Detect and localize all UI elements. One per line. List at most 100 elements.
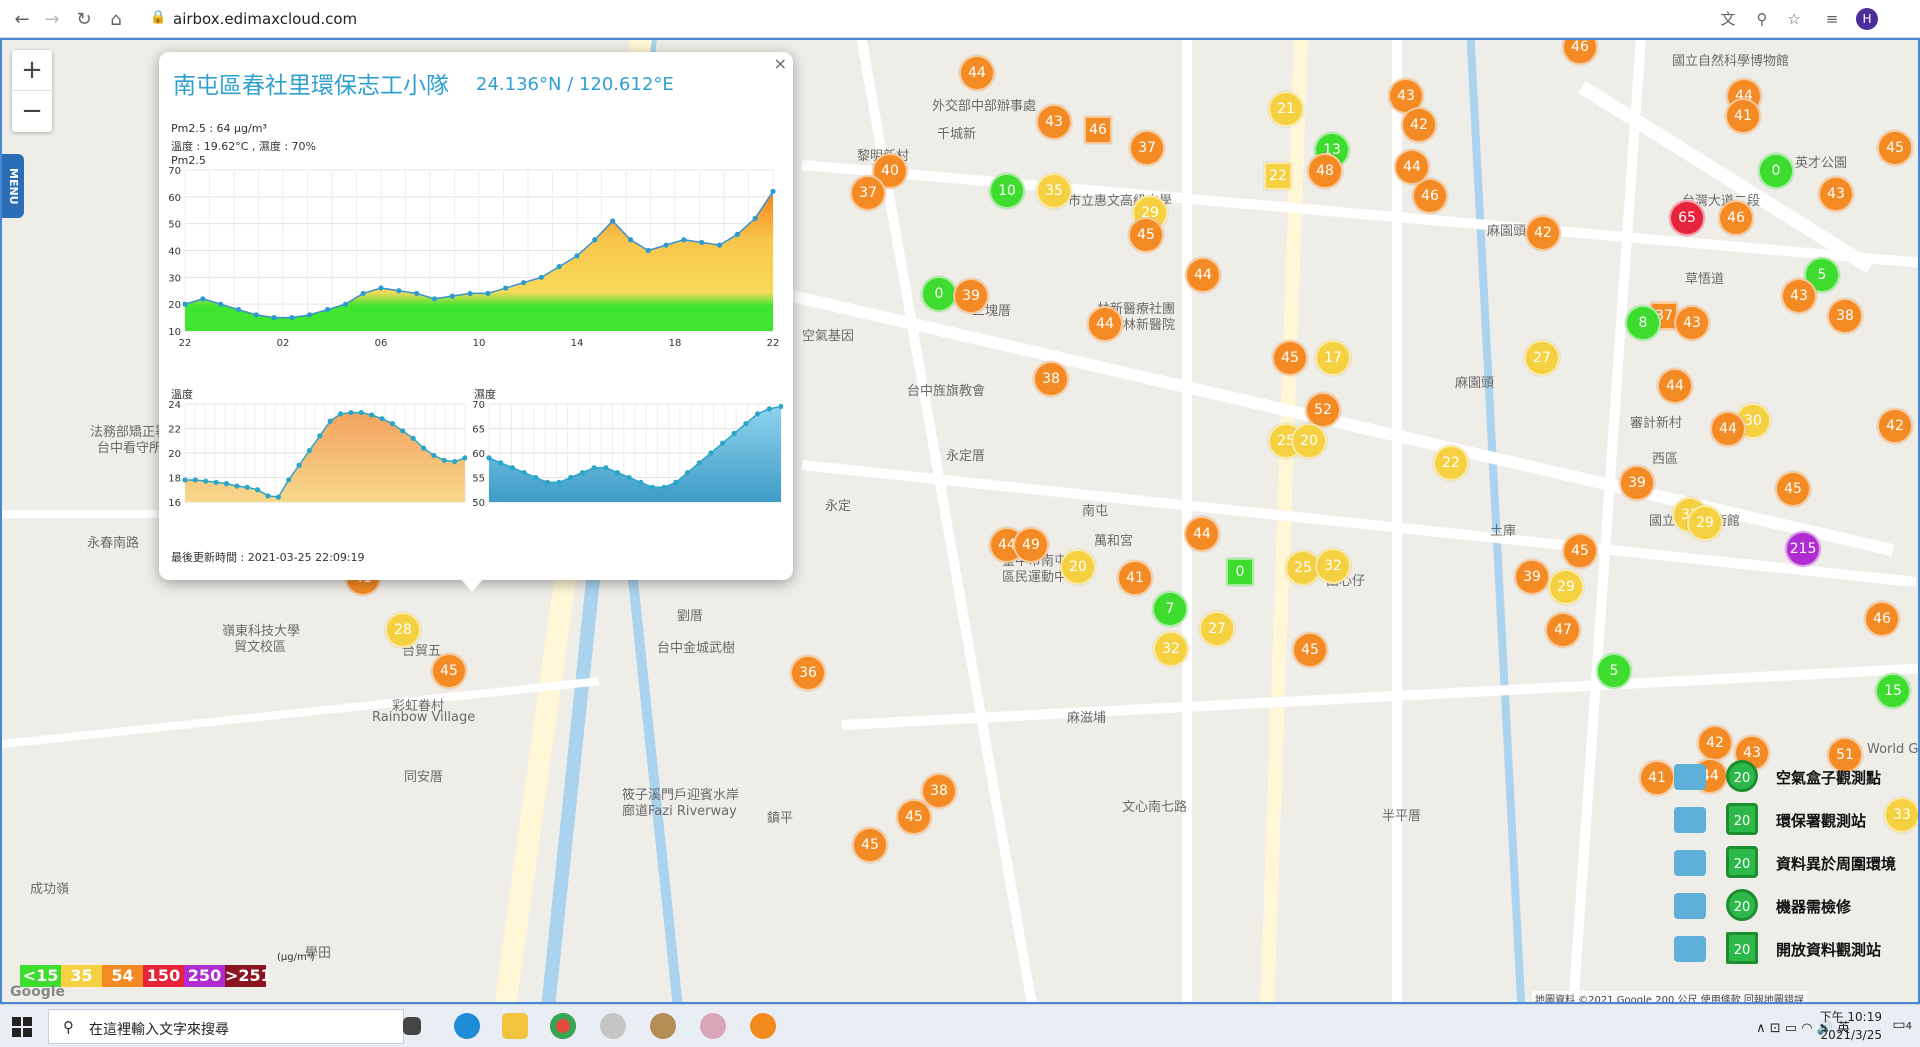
station-marker[interactable]: 29: [1687, 505, 1723, 541]
data-point[interactable]: [324, 306, 331, 313]
station-marker[interactable]: 44: [959, 55, 995, 91]
data-point[interactable]: [265, 493, 271, 499]
data-point[interactable]: [696, 460, 702, 466]
station-marker[interactable]: 46: [1864, 601, 1900, 637]
data-point[interactable]: [414, 290, 420, 297]
data-point[interactable]: [556, 479, 562, 485]
edge-icon[interactable]: [454, 1013, 480, 1039]
address-bar[interactable]: airbox.edimaxcloud.com: [173, 10, 358, 28]
station-marker[interactable]: 45: [896, 799, 932, 835]
map-attribution[interactable]: 地圖資料 ©2021 Google 200 公尺 使用條款 回報地圖錯誤: [1532, 991, 1807, 1002]
station-marker[interactable]: 13: [1314, 132, 1350, 168]
data-point[interactable]: [544, 479, 550, 485]
station-marker[interactable]: 39: [1619, 465, 1655, 501]
forward-icon[interactable]: →: [44, 8, 60, 30]
data-point[interactable]: [661, 484, 667, 490]
data-point[interactable]: [627, 237, 634, 243]
station-marker[interactable]: 32: [1153, 631, 1189, 667]
station-marker[interactable]: 29: [1548, 569, 1584, 605]
station-marker[interactable]: 0: [1758, 153, 1794, 189]
data-point[interactable]: [420, 445, 427, 451]
reading-list-icon[interactable]: ≡: [1825, 10, 1839, 28]
data-point[interactable]: [568, 474, 574, 481]
data-point[interactable]: [734, 231, 740, 237]
station-marker[interactable]: 20: [1291, 423, 1327, 459]
data-point[interactable]: [626, 474, 632, 481]
data-point[interactable]: [400, 428, 406, 434]
station-marker[interactable]: 43: [1734, 735, 1770, 771]
station-marker[interactable]: 45: [1272, 340, 1308, 376]
data-point[interactable]: [684, 470, 691, 476]
star-icon[interactable]: ☆: [1787, 10, 1801, 28]
station-marker[interactable]: 45: [1292, 632, 1328, 668]
data-point[interactable]: [306, 447, 313, 454]
data-point[interactable]: [452, 458, 458, 465]
station-marker[interactable]: 44: [1657, 368, 1693, 404]
station-marker[interactable]: 37: [1129, 130, 1165, 166]
data-point[interactable]: [755, 411, 761, 417]
station-marker[interactable]: 27: [1524, 340, 1560, 376]
data-point[interactable]: [369, 412, 375, 418]
data-point[interactable]: [520, 280, 527, 286]
data-point[interactable]: [410, 435, 416, 441]
data-point[interactable]: [389, 421, 396, 427]
station-marker[interactable]: 7: [1152, 591, 1188, 627]
data-point[interactable]: [592, 237, 598, 243]
reload-icon[interactable]: ↻: [76, 8, 92, 30]
data-point[interactable]: [275, 494, 281, 500]
app-icon[interactable]: [700, 1013, 726, 1039]
data-point[interactable]: [307, 312, 313, 318]
station-marker[interactable]: 20: [1060, 549, 1096, 585]
data-point[interactable]: [614, 470, 621, 476]
data-point[interactable]: [556, 264, 562, 270]
station-marker[interactable]: 45: [1128, 217, 1164, 253]
station-marker[interactable]: 42: [1525, 215, 1561, 251]
station-marker[interactable]: 43: [1036, 104, 1072, 140]
data-point[interactable]: [498, 460, 504, 466]
station-marker[interactable]: 39: [953, 278, 989, 314]
data-point[interactable]: [182, 477, 188, 483]
station-marker[interactable]: 43: [1674, 305, 1710, 341]
task-view-icon[interactable]: [403, 1017, 421, 1035]
station-marker[interactable]: 17: [1315, 340, 1351, 376]
data-point[interactable]: [509, 465, 515, 471]
close-icon[interactable]: ×: [773, 54, 787, 73]
app-icon[interactable]: [600, 1013, 626, 1039]
data-point[interactable]: [591, 465, 597, 471]
app-icon[interactable]: [650, 1013, 676, 1039]
data-point[interactable]: [533, 474, 539, 481]
back-icon[interactable]: ←: [14, 8, 30, 30]
data-point[interactable]: [337, 411, 344, 417]
station-marker[interactable]: 22: [1264, 162, 1292, 190]
avatar[interactable]: H: [1856, 8, 1878, 30]
data-point[interactable]: [449, 293, 455, 299]
station-marker[interactable]: 0: [1226, 558, 1254, 586]
data-point[interactable]: [579, 470, 586, 476]
data-point[interactable]: [317, 433, 323, 439]
data-point[interactable]: [441, 457, 447, 463]
data-point[interactable]: [720, 440, 726, 446]
data-point[interactable]: [396, 288, 402, 294]
data-point[interactable]: [673, 479, 679, 485]
taskbar-search[interactable]: ⚲ 在這裡輸入文字來搜尋: [48, 1009, 404, 1044]
lock-icon[interactable]: 🔒: [150, 10, 167, 25]
zoom-icon[interactable]: ⚲: [1756, 10, 1768, 28]
data-point[interactable]: [327, 418, 333, 424]
data-point[interactable]: [574, 253, 580, 259]
station-marker[interactable]: 46: [1718, 200, 1754, 236]
data-point[interactable]: [699, 239, 705, 246]
station-marker[interactable]: 42: [1401, 107, 1437, 143]
data-point[interactable]: [645, 247, 651, 254]
data-point[interactable]: [192, 477, 198, 483]
station-marker[interactable]: 46: [1562, 40, 1598, 65]
station-marker[interactable]: 38: [1827, 298, 1863, 334]
station-marker[interactable]: 38: [1033, 361, 1069, 397]
station-marker[interactable]: 45: [1562, 533, 1598, 569]
station-marker[interactable]: 215: [1785, 531, 1821, 567]
system-tray[interactable]: ∧ ⊡ ▭ ◠ 🔊 英: [1756, 1021, 1850, 1036]
data-point[interactable]: [360, 290, 366, 297]
data-point[interactable]: [431, 296, 438, 302]
file-explorer-icon[interactable]: [502, 1013, 528, 1039]
station-marker[interactable]: 45: [1877, 130, 1913, 166]
data-point[interactable]: [235, 306, 242, 313]
